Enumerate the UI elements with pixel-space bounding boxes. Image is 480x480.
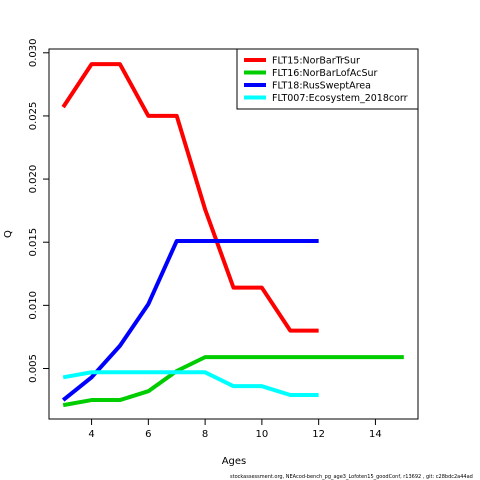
y-tick-label: 0.010 bbox=[28, 291, 39, 320]
y-tick-label: 0.020 bbox=[28, 165, 39, 194]
y-tick-label: 0.005 bbox=[28, 354, 39, 383]
legend-entry-label: FLT16:NorBarLofAcSur bbox=[272, 68, 377, 79]
legend-entry-label: FLT18:RusSweptArea bbox=[272, 81, 371, 92]
y-tick-label: 0.030 bbox=[28, 38, 39, 67]
series-line-3 bbox=[61, 238, 319, 402]
legend-entry-label: FLT007:Ecosystem_2018corr bbox=[272, 93, 408, 104]
y-tick-label: 0.015 bbox=[28, 228, 39, 257]
y-tick-label: 0.025 bbox=[28, 102, 39, 131]
x-tick-label: 12 bbox=[312, 429, 325, 440]
x-tick-label: 8 bbox=[202, 429, 208, 440]
x-axis: 4 6 8 10 12 14 bbox=[88, 419, 382, 440]
series-line-2 bbox=[62, 355, 404, 408]
x-tick-label: 4 bbox=[88, 429, 94, 440]
y-axis-label: Q bbox=[3, 230, 14, 238]
legend-box bbox=[236, 48, 419, 110]
series-line-1 bbox=[61, 62, 319, 333]
x-tick-label: 6 bbox=[145, 429, 151, 440]
plot-area-frame bbox=[48, 48, 419, 420]
x-tick-label: 14 bbox=[369, 429, 382, 440]
legend-entry-label: FLT15:NorBarTrSur bbox=[272, 56, 360, 67]
x-tick-label: 10 bbox=[256, 429, 269, 440]
series-layer bbox=[61, 62, 404, 408]
y-axis: 0.005 0.010 0.015 0.020 0.025 0.030 bbox=[28, 38, 49, 383]
footnote: stockassessment.org, NEAcod-bench_pg_age… bbox=[230, 474, 473, 480]
series-line-4 bbox=[62, 370, 319, 398]
x-axis-label: Ages bbox=[222, 456, 247, 467]
